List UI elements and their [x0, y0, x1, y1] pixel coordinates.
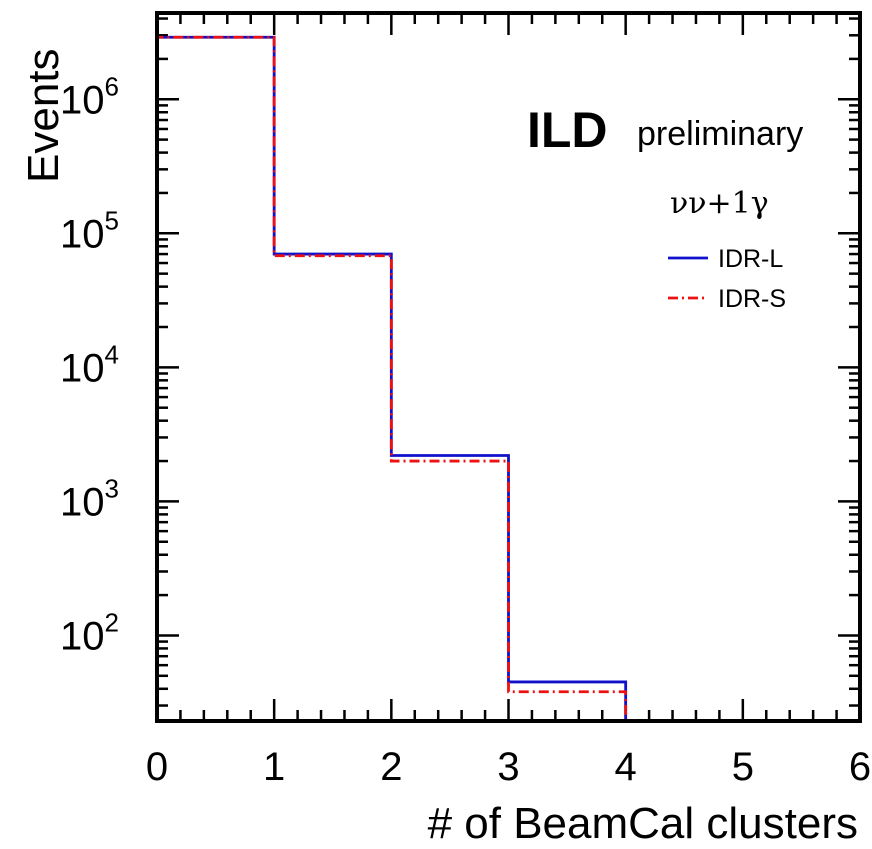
y-tick-base: 10 — [60, 480, 105, 524]
y-tick-exponent: 6 — [105, 71, 119, 101]
x-tick-label: 6 — [849, 745, 871, 789]
x-tick-label: 2 — [380, 745, 402, 789]
x-tick-label: 5 — [732, 745, 754, 789]
y-axis-title: Events — [19, 48, 68, 183]
y-tick-base: 10 — [60, 78, 105, 122]
y-tick-label: 102 — [60, 607, 119, 658]
y-tick-base: 10 — [60, 614, 105, 658]
y-tick-label: 104 — [60, 339, 119, 390]
x-tick-labels: 0 1 2 3 4 5 6 — [146, 745, 871, 789]
y-tick-exponent: 4 — [105, 339, 119, 369]
legend-label-idr-l: IDR-L — [718, 245, 783, 273]
legend: IDR-L IDR-S — [668, 245, 786, 313]
x-axis-title: # of BeamCal clusters — [428, 799, 858, 848]
x-tick-label: 3 — [497, 745, 519, 789]
y-tick-exponent: 5 — [105, 205, 119, 235]
ild-label: ILD — [527, 102, 608, 158]
x-tick-label: 4 — [615, 745, 637, 789]
process-label: νν+1γ — [670, 186, 769, 221]
x-tick-label: 1 — [263, 745, 285, 789]
y-tick-label: 103 — [60, 473, 119, 524]
y-tick-base: 10 — [60, 346, 105, 390]
y-tick-label: 105 — [60, 205, 119, 256]
preliminary-label: preliminary — [637, 115, 803, 153]
y-tick-exponent: 2 — [105, 607, 119, 637]
y-tick-exponent: 3 — [105, 473, 119, 503]
x-tick-label: 0 — [146, 745, 168, 789]
plot-frame — [155, 11, 862, 723]
y-tick-label: 106 — [60, 71, 119, 122]
legend-label-idr-s: IDR-S — [718, 285, 786, 313]
y-tick-base: 10 — [60, 212, 105, 256]
